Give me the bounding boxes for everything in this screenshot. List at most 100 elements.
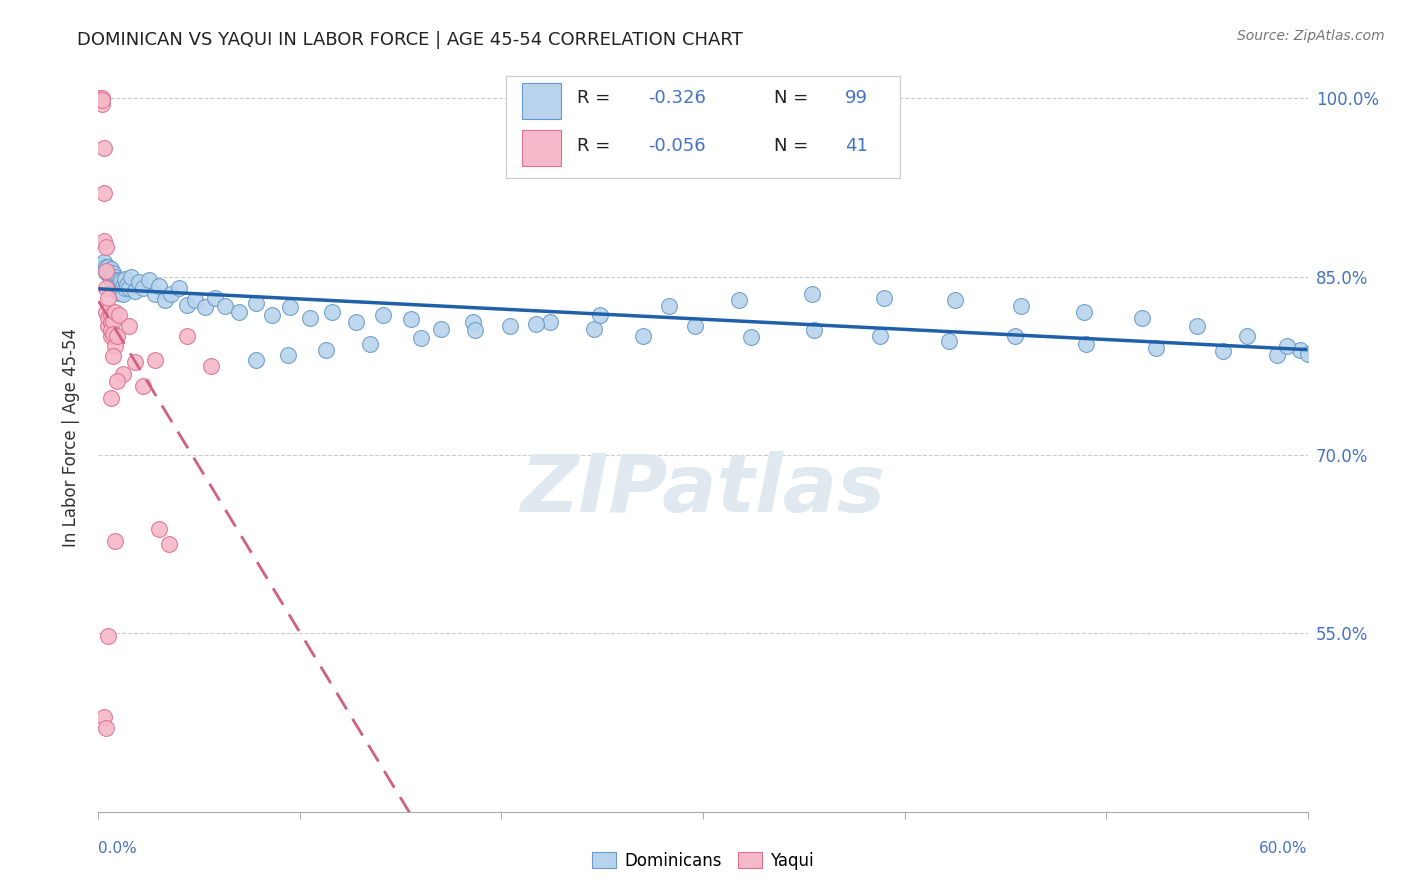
Point (93, 141, 115, 155)
Point (103, 279, 125, 293)
Point (371, 308, 394, 322)
Text: -0.326: -0.326 (648, 89, 706, 107)
Point (110, 286, 132, 301)
Point (105, 279, 128, 293)
Point (111, 279, 134, 293)
Point (107, 277, 129, 291)
Point (360, 337, 382, 351)
Point (93, 255, 115, 269)
Text: R =: R = (576, 136, 616, 154)
Point (97, 267, 120, 281)
Point (110, 274, 132, 288)
Point (107, 308, 129, 322)
Y-axis label: In Labor Force | Age 45-54: In Labor Force | Age 45-54 (62, 327, 80, 547)
Point (1004, 329, 1026, 343)
Point (97, 263, 120, 277)
Point (278, 301, 301, 315)
Point (538, 315, 561, 329)
Point (96, 722, 118, 736)
Point (103, 277, 125, 291)
Point (409, 331, 432, 345)
Point (115, 277, 138, 292)
Point (160, 287, 183, 301)
Point (1130, 311, 1153, 326)
Point (101, 272, 124, 286)
Point (107, 273, 129, 287)
Point (97, 319, 120, 334)
Point (101, 313, 124, 327)
Point (118, 319, 141, 334)
Point (114, 281, 136, 295)
FancyBboxPatch shape (522, 130, 561, 166)
Point (101, 276, 124, 290)
Point (105, 374, 128, 388)
Point (96, 281, 118, 295)
FancyBboxPatch shape (522, 83, 561, 119)
Point (1277, 338, 1299, 352)
Point (132, 379, 155, 393)
Point (1074, 337, 1097, 351)
Point (107, 277, 129, 292)
Text: Source: ZipAtlas.com: Source: ZipAtlas.com (1237, 29, 1385, 43)
Point (103, 338, 125, 352)
Point (683, 319, 706, 334)
Point (111, 287, 134, 301)
Point (128, 276, 150, 290)
Point (321, 305, 343, 319)
Point (803, 323, 825, 337)
Point (194, 301, 217, 315)
Point (228, 305, 250, 319)
Text: ZIPatlas: ZIPatlas (520, 450, 886, 529)
Point (132, 281, 155, 295)
Point (91, 97, 114, 112)
Point (110, 279, 132, 293)
Point (583, 322, 606, 336)
Point (100, 272, 122, 286)
Point (464, 323, 486, 337)
Point (100, 308, 122, 322)
Point (105, 281, 128, 295)
Point (176, 298, 198, 312)
Point (200, 359, 222, 373)
Point (214, 299, 236, 313)
Point (143, 287, 166, 301)
Point (101, 268, 124, 283)
Point (153, 293, 176, 308)
Point (524, 317, 547, 331)
Point (103, 272, 125, 286)
Point (100, 329, 122, 343)
Point (204, 291, 226, 305)
Point (96, 263, 118, 277)
Point (299, 311, 322, 326)
Point (111, 367, 134, 381)
Point (103, 269, 125, 284)
Point (105, 273, 128, 287)
Point (138, 273, 160, 287)
Point (100, 391, 122, 405)
Point (873, 291, 896, 305)
Text: N =: N = (773, 136, 814, 154)
Point (114, 272, 136, 286)
Point (97, 629, 120, 643)
Point (1296, 347, 1319, 361)
Point (101, 349, 124, 363)
Point (260, 308, 283, 322)
Point (148, 522, 170, 536)
Point (91, 258, 114, 272)
Point (184, 293, 207, 308)
Point (399, 312, 422, 326)
Point (124, 284, 146, 298)
Point (143, 352, 166, 367)
Point (107, 286, 129, 301)
Point (658, 299, 681, 313)
Point (167, 281, 190, 295)
Point (105, 284, 128, 298)
Text: N =: N = (773, 89, 814, 107)
Point (100, 323, 122, 337)
Text: 0.0%: 0.0% (98, 841, 138, 856)
Point (463, 315, 485, 329)
Point (97, 291, 120, 305)
Point (631, 329, 654, 343)
Point (148, 279, 170, 293)
Text: 41: 41 (845, 136, 868, 154)
